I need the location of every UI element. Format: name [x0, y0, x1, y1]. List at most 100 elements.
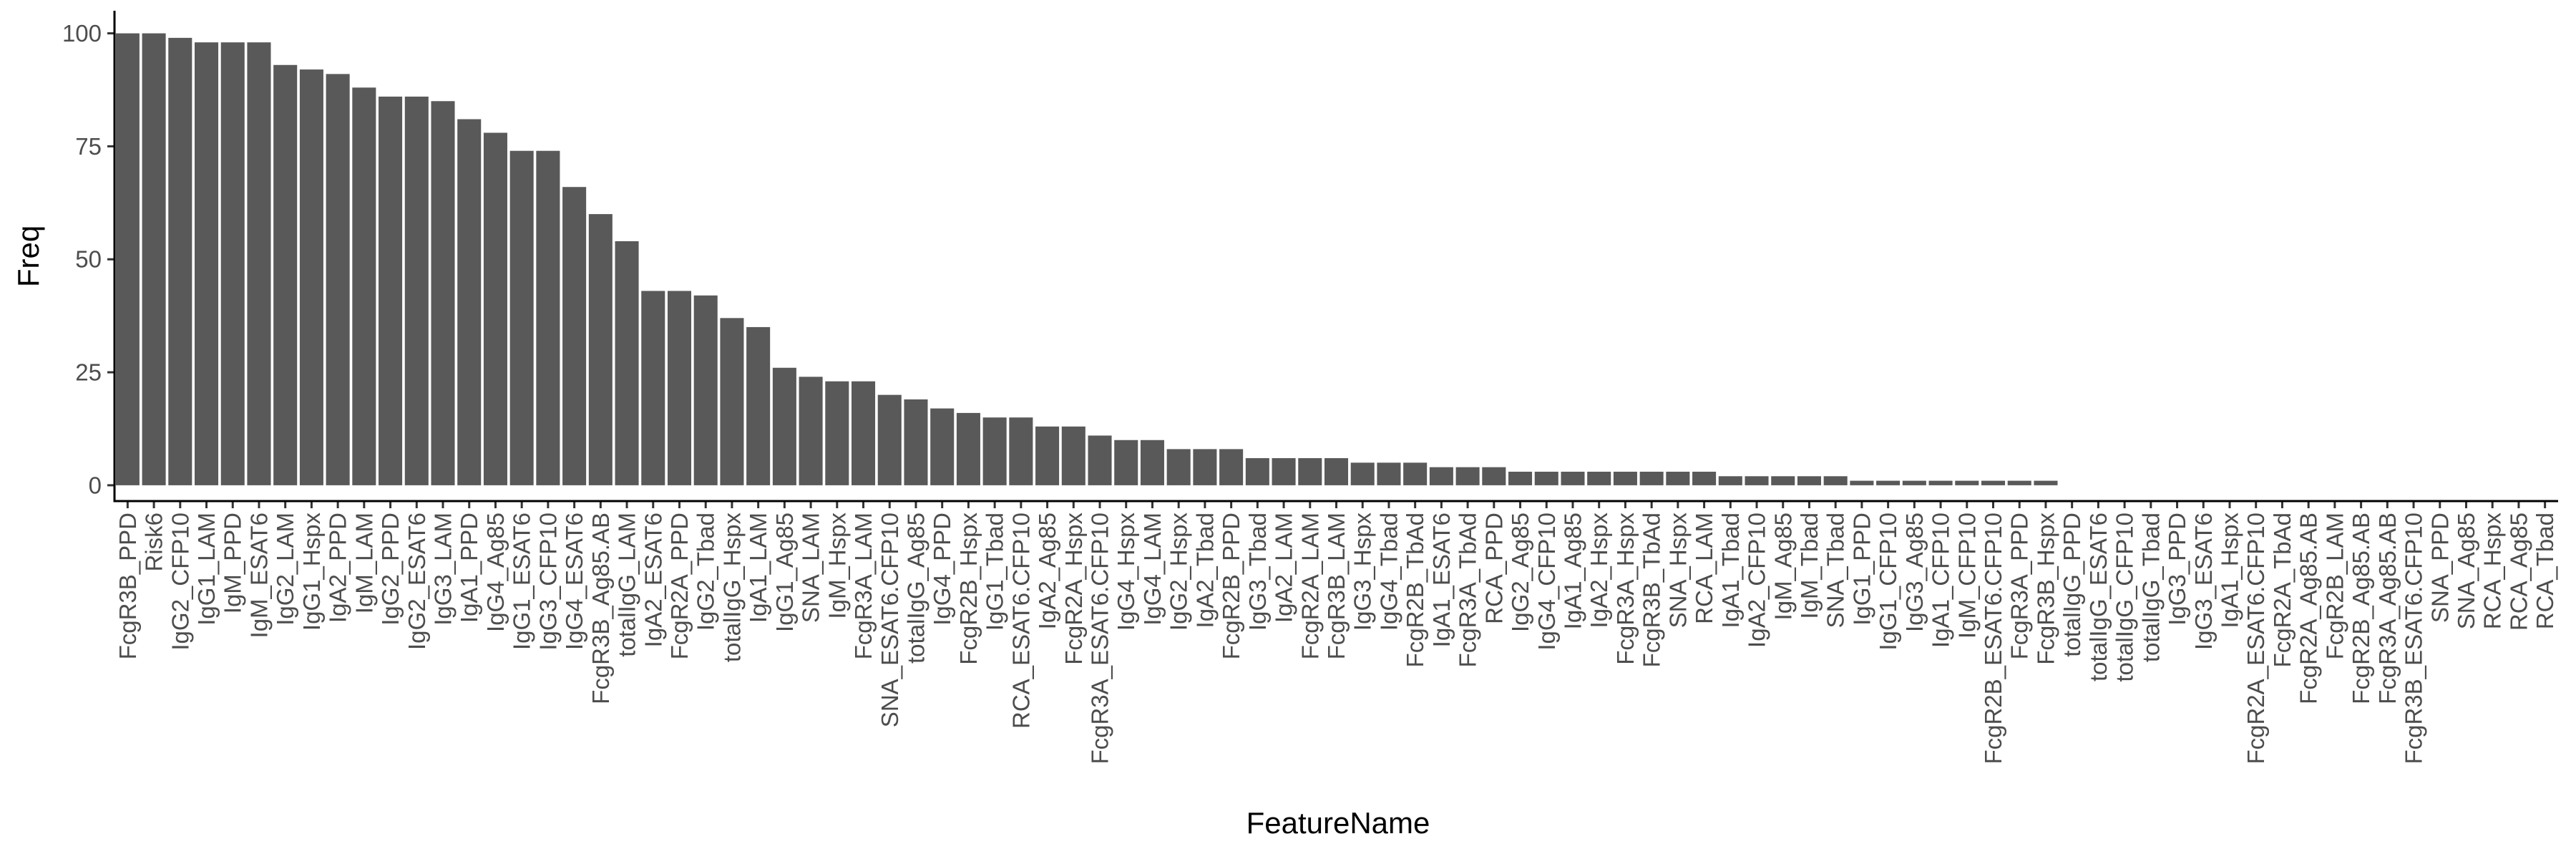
- bar: [615, 241, 639, 485]
- x-tick-label: IgM_Hspx: [824, 513, 850, 619]
- bar: [1193, 449, 1217, 485]
- x-tick-label: totalIgG_PPD: [2059, 513, 2085, 657]
- bar: [1850, 480, 1874, 485]
- x-tick-label: RCA_Hspx: [2479, 513, 2506, 630]
- bar: [1745, 476, 1769, 485]
- bar: [877, 394, 902, 485]
- bar: [825, 381, 849, 485]
- bar: [904, 399, 928, 485]
- x-tick-label: IgG2_Tbad: [693, 513, 719, 631]
- x-tick-label: FcgR2B_ESAT6.CFP10: [1980, 513, 2006, 765]
- x-tick-label: IgG1_PPD: [1848, 513, 1875, 626]
- bar: [2007, 480, 2031, 485]
- bar: [1534, 471, 1558, 485]
- x-tick-label: FcgR2B_Hspx: [955, 513, 982, 665]
- x-tick-label: FcgR2A_Hspx: [1060, 513, 1087, 665]
- x-tick-label: IgM_Ag85: [1770, 513, 1796, 620]
- x-tick-label: IgG4_Tbad: [1375, 513, 1402, 631]
- bar: [1613, 471, 1637, 485]
- x-tick-label: IgG3_Tbad: [1244, 513, 1271, 631]
- x-tick-label: IgA2_Tbad: [1191, 513, 1218, 628]
- bar: [562, 187, 587, 485]
- x-tick-label: SNA_Tbad: [1823, 513, 1849, 628]
- x-tick-label: FcgR3B_LAM: [1323, 513, 1350, 659]
- bar: [299, 69, 323, 485]
- bar: [115, 33, 140, 485]
- x-tick-label: IgM_PPD: [220, 513, 246, 613]
- bar: [930, 408, 955, 485]
- x-tick-label: FcgR3B_Ag85.AB: [587, 513, 614, 704]
- bar: [1928, 480, 1953, 485]
- bar: [1429, 467, 1453, 485]
- bar: [1009, 417, 1033, 485]
- bar: [1324, 458, 1349, 485]
- bar: [142, 33, 166, 485]
- x-tick-label: FcgR3A_LAM: [850, 513, 877, 659]
- bar: [1508, 471, 1533, 485]
- bar: [720, 318, 744, 485]
- bar: [1692, 471, 1717, 485]
- bar: [956, 412, 980, 485]
- x-axis-title: FeatureName: [1246, 806, 1430, 840]
- x-tick-label: IgG3_LAM: [430, 513, 457, 626]
- bars-layer: [115, 33, 2058, 485]
- bar: [1140, 440, 1164, 485]
- bar: [431, 101, 455, 485]
- bar: [1876, 480, 1901, 485]
- bar: [1035, 426, 1060, 485]
- x-tick-label: RCA_ESAT6.CFP10: [1008, 513, 1034, 729]
- bar: [1902, 480, 1926, 485]
- x-tick-label: IgG3_Hspx: [1350, 513, 1376, 631]
- bar: [2034, 480, 2058, 485]
- bar: [1639, 471, 1664, 485]
- x-tick-label: IgA2_LAM: [1271, 513, 1297, 623]
- bar: [1561, 471, 1585, 485]
- x-tick-label: FcgR3B_ESAT6.CFP10: [2401, 513, 2427, 765]
- x-tick-label: totalIgG_Ag85: [902, 513, 929, 664]
- bar: [404, 96, 429, 485]
- bar: [1797, 476, 1821, 485]
- bar: [1482, 467, 1506, 485]
- bar: [588, 214, 613, 485]
- x-tick-label: totalIgG_CFP10: [2112, 513, 2138, 682]
- x-tick-label: IgA2_ESAT6: [640, 513, 666, 647]
- x-tick-label: IgA1_ESAT6: [1428, 513, 1455, 647]
- y-tick-label: 25: [75, 359, 102, 386]
- bar: [168, 37, 192, 485]
- x-tick-label: IgM_CFP10: [1953, 513, 1980, 639]
- x-tick-label: IgG2_Hspx: [1166, 513, 1192, 631]
- x-tick-label: FcgR3B_PPD: [114, 513, 141, 659]
- x-tick-label: IgG2_LAM: [272, 513, 298, 626]
- bar: [1219, 449, 1244, 485]
- x-tick-label: IgA2_CFP10: [1744, 513, 1770, 648]
- bar: [1823, 476, 1848, 485]
- x-tick-label: IgG1_Tbad: [982, 513, 1008, 631]
- x-tick-label: IgG3_Ag85: [1901, 513, 1928, 632]
- x-tick-label: SNA_Hspx: [1664, 513, 1691, 629]
- x-tick-label: FcgR3A_Hspx: [1612, 513, 1639, 665]
- x-tick-label: FcgR3B_Hspx: [2032, 513, 2059, 665]
- y-tick-label: 75: [75, 133, 102, 160]
- bar: [982, 417, 1007, 485]
- x-tick-label: IgG1_ESAT6: [509, 513, 535, 650]
- bar: [1403, 462, 1428, 485]
- x-tick-label: IgG3_ESAT6: [2190, 513, 2217, 650]
- y-axis-title: Freq: [11, 225, 45, 287]
- bar: [352, 87, 376, 485]
- bar: [195, 42, 219, 485]
- y-axis: 0 25 50 75 100: [62, 11, 116, 503]
- x-tick-label: IgG1_Ag85: [771, 513, 798, 632]
- x-tick-label: IgG1_Hspx: [298, 513, 325, 631]
- bar: [1272, 458, 1296, 485]
- x-tick-label: IgG2_Ag85: [1507, 513, 1533, 632]
- bar: [641, 291, 665, 485]
- y-tick-label: 50: [75, 246, 102, 273]
- x-tick-label: IgG3_PPD: [2164, 513, 2190, 626]
- x-tick-label: FcgR2B_PPD: [1218, 513, 1244, 659]
- x-tick-label: IgA1_CFP10: [1928, 513, 1954, 648]
- x-tick-label: SNA_Ag85: [2453, 513, 2479, 629]
- x-tick-label: totalIgG_LAM: [614, 513, 640, 657]
- x-tick-label: IgG4_PPD: [929, 513, 955, 626]
- bar: [1245, 458, 1269, 485]
- x-tick-label: IgG4_Hspx: [1113, 513, 1139, 631]
